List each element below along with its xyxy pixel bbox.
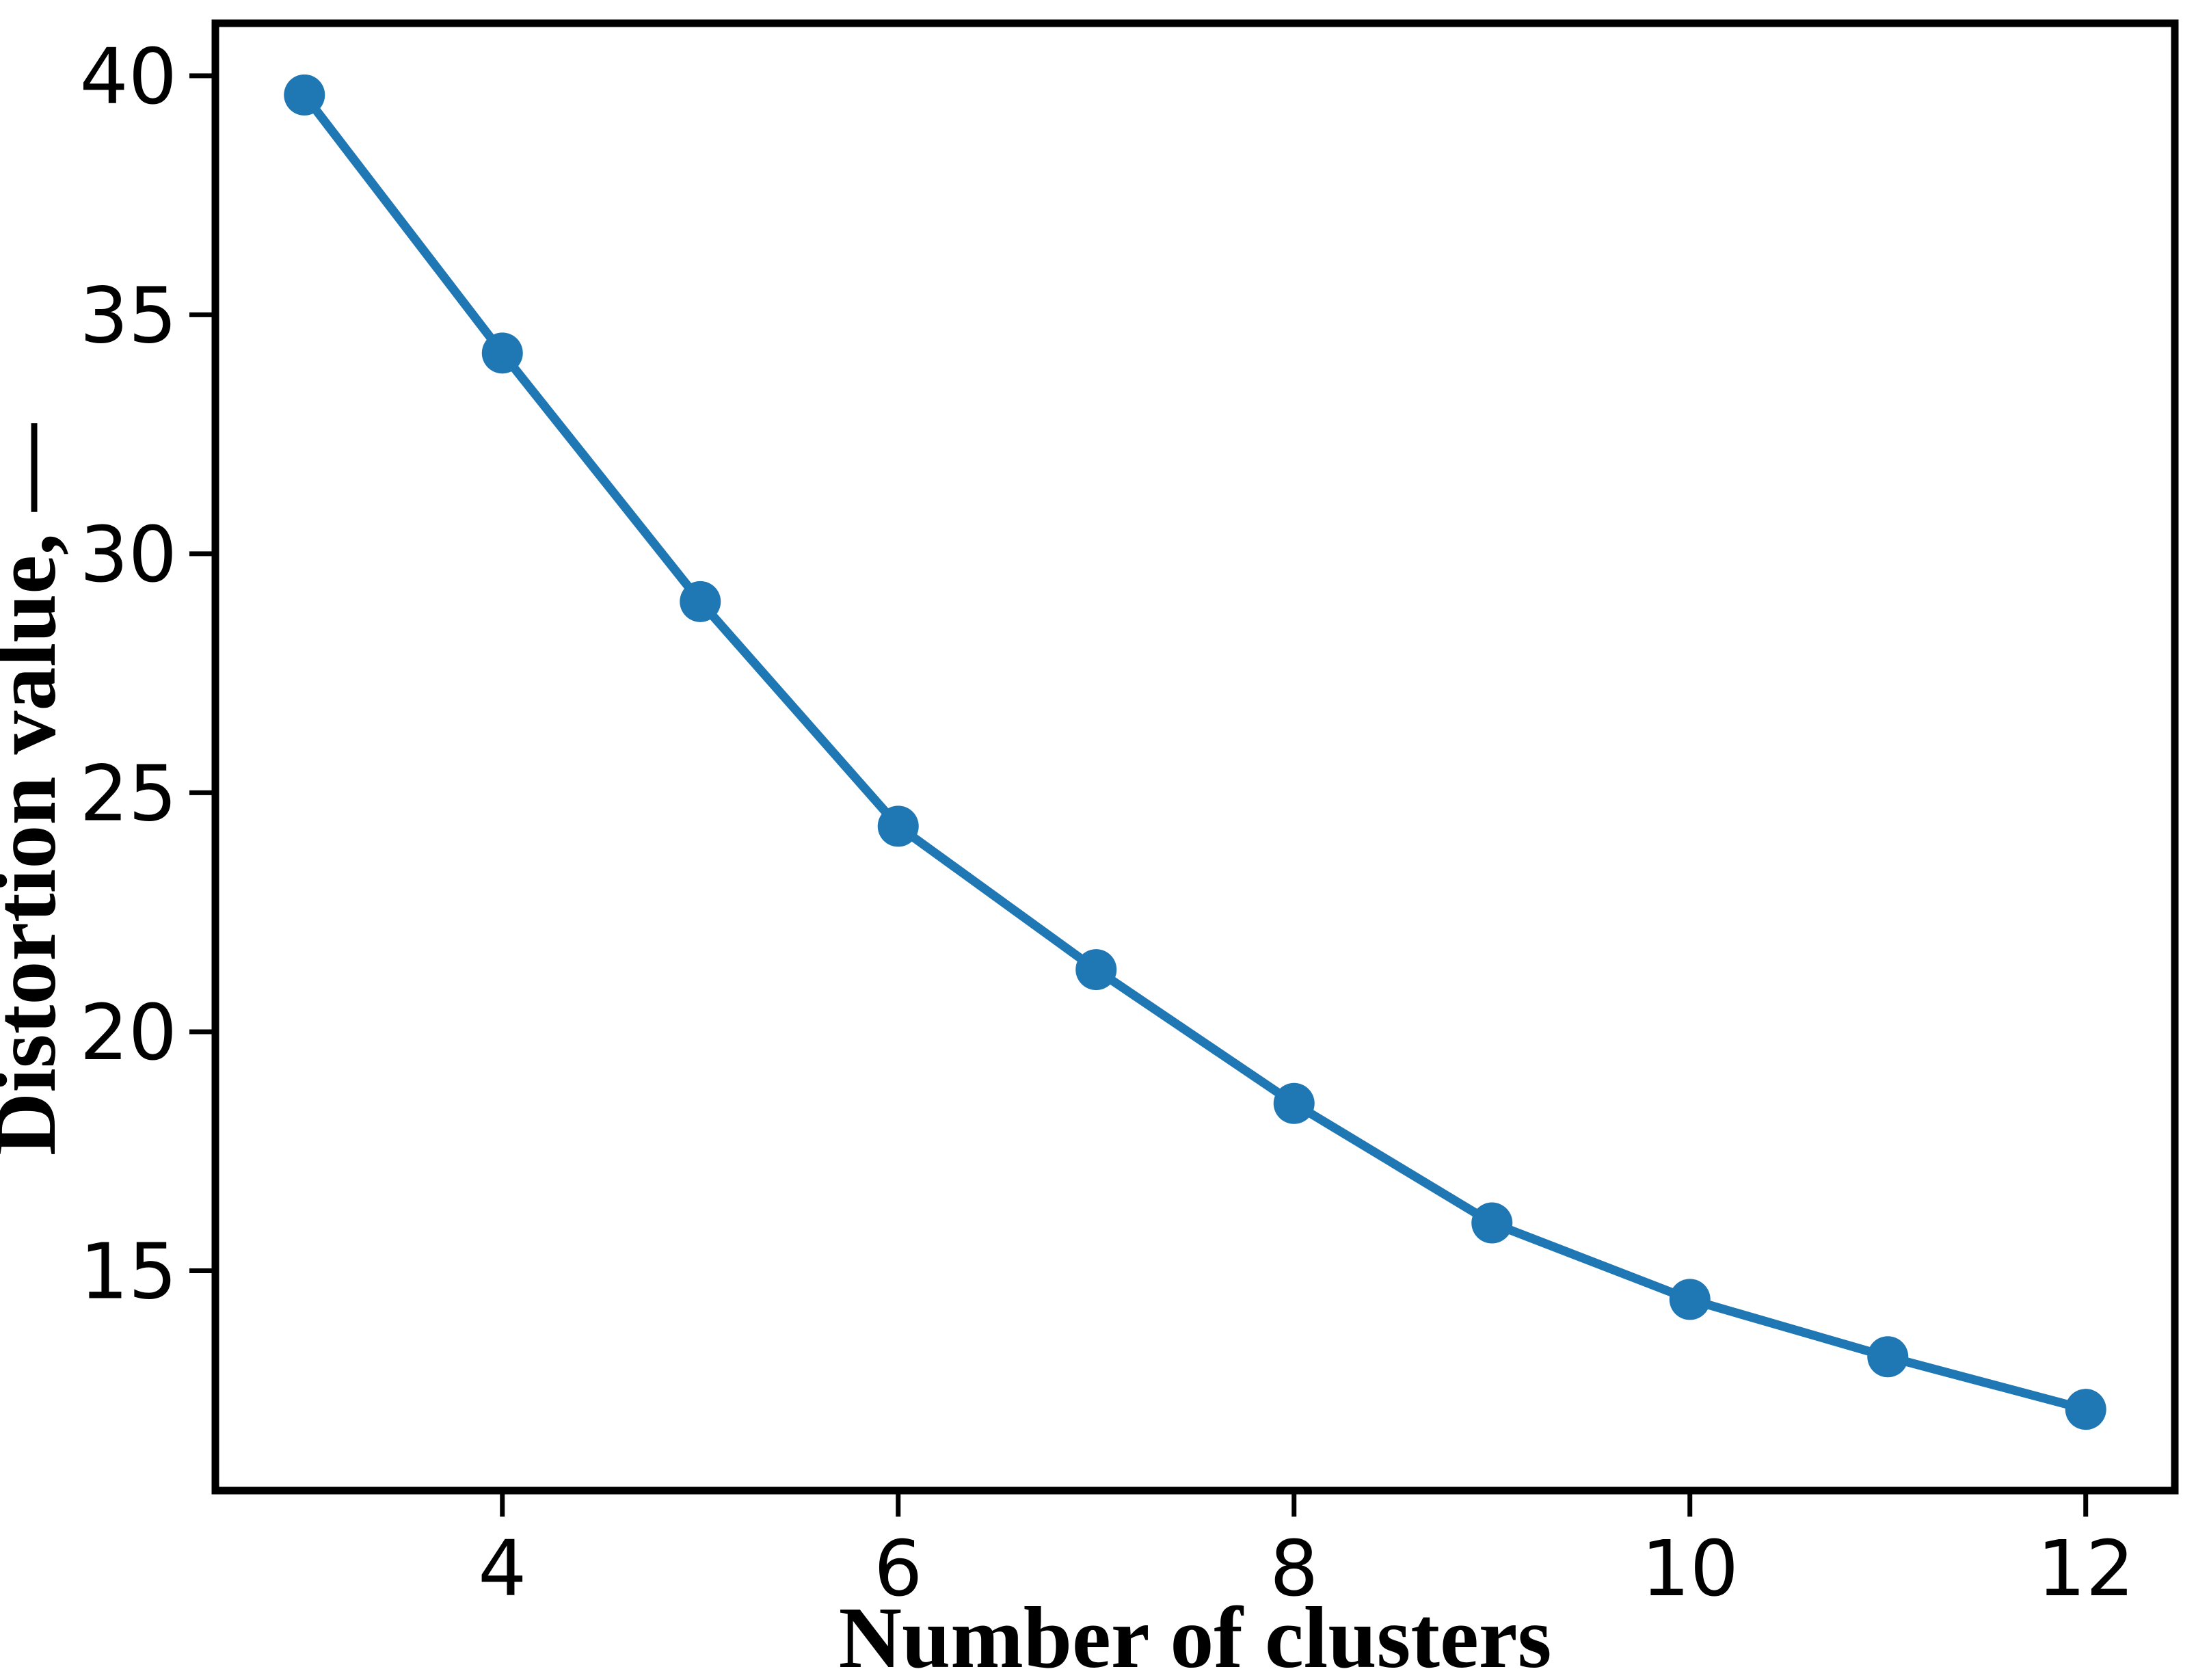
y-tick-label: 40 <box>79 33 177 122</box>
distortion-series <box>284 74 2106 1430</box>
y-axis-ticks: 15 20 25 30 35 40 <box>79 33 215 1316</box>
y-tick-label: 25 <box>79 749 177 838</box>
plot-border-spines <box>211 19 2179 1495</box>
data-point-marker <box>481 332 523 374</box>
y-tick-label: 15 <box>79 1227 177 1316</box>
y-tick-label: 30 <box>79 511 177 600</box>
y-tick-label: 35 <box>79 271 177 360</box>
data-point-marker <box>1471 1202 1513 1244</box>
data-point-marker <box>680 581 721 622</box>
data-point-marker <box>1669 1279 1711 1320</box>
x-tick-label: 12 <box>2037 1525 2134 1614</box>
data-point-marker <box>1273 1082 1315 1124</box>
x-tick-label: 10 <box>1641 1525 1739 1614</box>
data-point-marker <box>877 805 919 847</box>
x-tick-label: 4 <box>478 1525 526 1614</box>
x-axis-ticks: 4 6 8 10 12 <box>478 1491 2134 1614</box>
data-point-marker <box>284 74 325 116</box>
x-tick-label: 6 <box>874 1525 922 1614</box>
data-point-marker <box>1867 1336 1909 1378</box>
y-axis-label: Distortion value, — <box>0 423 74 1156</box>
x-tick-label: 8 <box>1270 1525 1318 1614</box>
x-axis-label: Number of clusters <box>839 1589 1552 1680</box>
data-point-marker <box>1075 949 1117 991</box>
data-point-marker <box>2065 1389 2106 1430</box>
y-tick-label: 20 <box>79 989 177 1078</box>
series-line <box>299 90 2091 1414</box>
